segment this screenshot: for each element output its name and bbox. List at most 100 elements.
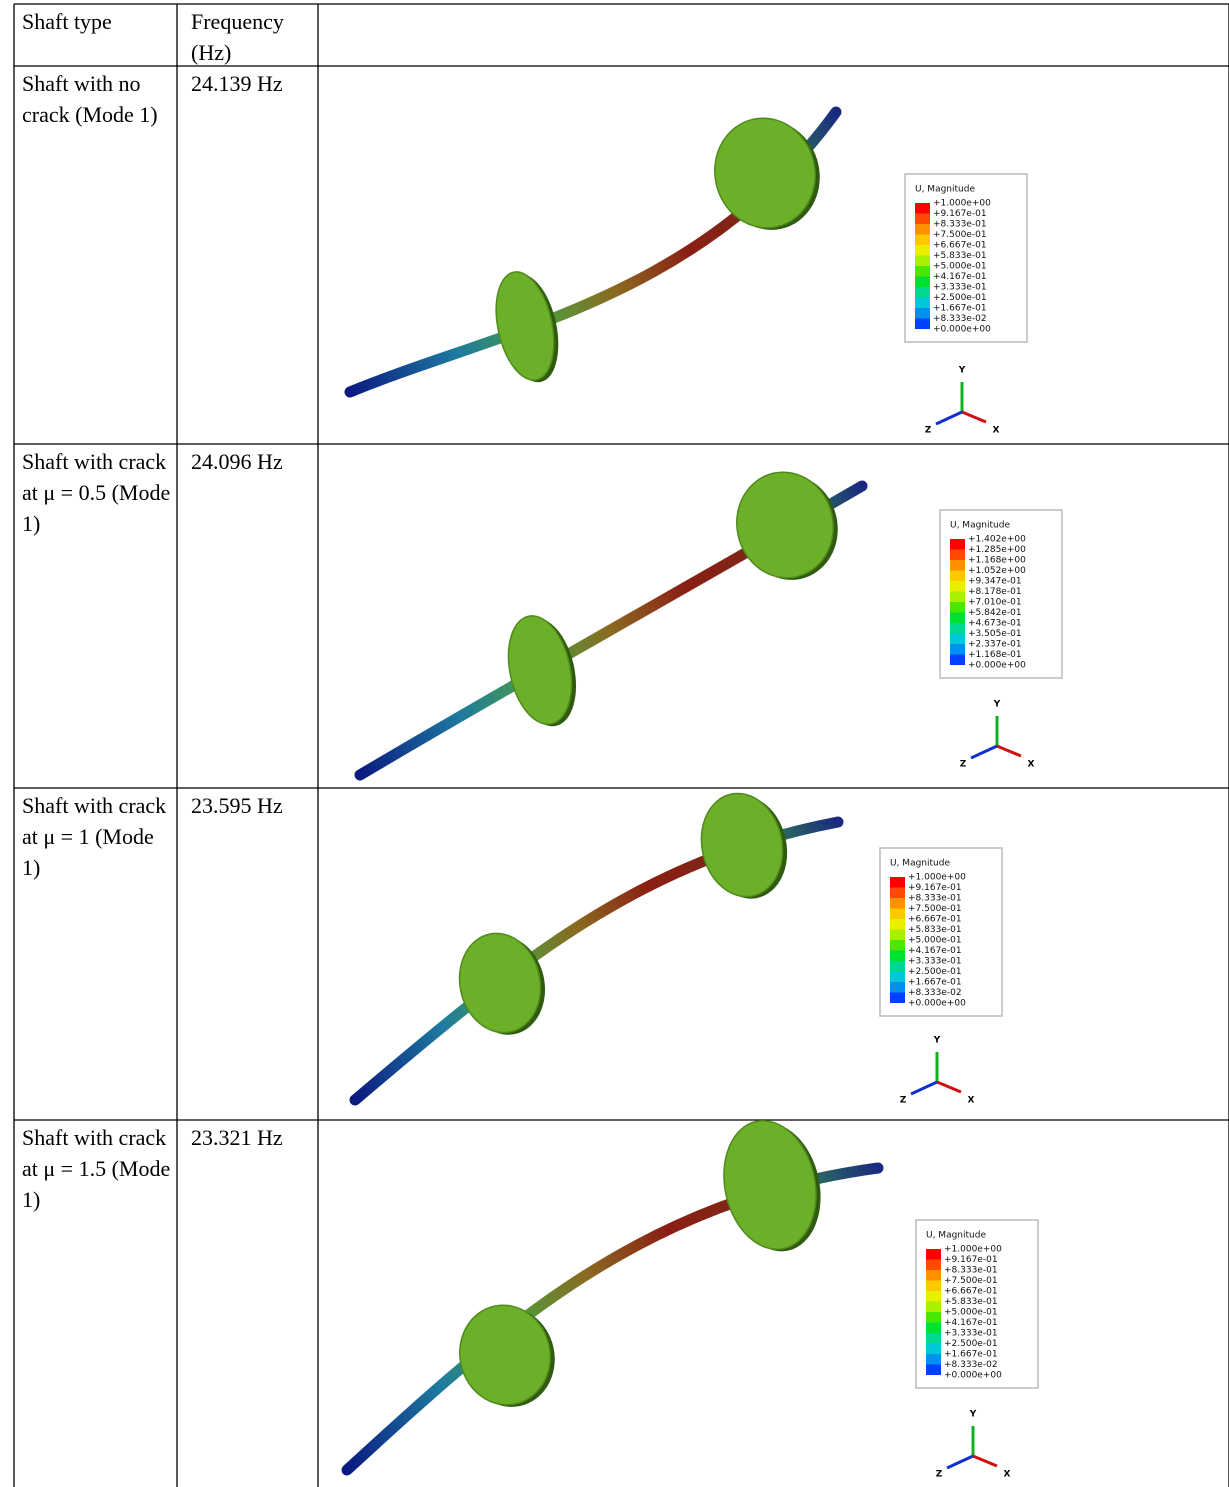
legend-swatch xyxy=(950,655,965,666)
disc xyxy=(450,926,549,1040)
legend-swatch xyxy=(950,571,965,582)
axis-x xyxy=(937,1082,961,1092)
disc xyxy=(705,109,826,237)
table-cell: Shaft with no crack (Mode 1) xyxy=(22,68,172,130)
legend-value: +1.667e-01 xyxy=(944,1350,998,1360)
legend-swatch xyxy=(915,214,930,225)
legend-value: +6.667e-01 xyxy=(933,241,987,251)
legend-swatch xyxy=(926,1365,941,1376)
axis-label: Y xyxy=(933,1036,941,1046)
legend-swatch xyxy=(926,1270,941,1281)
legend-title: U, Magnitude xyxy=(915,185,975,195)
axis-x xyxy=(997,746,1021,756)
legend-swatch xyxy=(926,1260,941,1271)
legend-swatch xyxy=(950,550,965,561)
legend-swatch xyxy=(915,245,930,256)
legend-value: +8.333e-02 xyxy=(944,1360,998,1370)
legend-swatch xyxy=(915,203,930,214)
legend-value: +3.505e-01 xyxy=(968,629,1022,639)
legend-swatch xyxy=(890,993,905,1004)
fe-figure: U, Magnitude+1.000e+00+9.167e-01+8.333e-… xyxy=(350,109,1027,436)
legend-value: +8.178e-01 xyxy=(968,587,1022,597)
legend-value: +1.000e+00 xyxy=(933,199,991,209)
page: U, Magnitude+1.000e+00+9.167e-01+8.333e-… xyxy=(0,0,1229,1487)
fe-figure: U, Magnitude+1.402e+00+1.285e+00+1.168e+… xyxy=(360,463,1062,775)
legend-swatch xyxy=(890,909,905,920)
legend-swatch xyxy=(890,940,905,951)
axis-label: X xyxy=(993,426,1000,436)
axis-label: Z xyxy=(900,1096,907,1106)
legend-value: +4.167e-01 xyxy=(933,272,987,282)
legend-value: +2.337e-01 xyxy=(968,640,1022,650)
legend-swatch xyxy=(926,1333,941,1344)
fe-figure: U, Magnitude+1.000e+00+9.167e-01+8.333e-… xyxy=(347,1112,1038,1479)
legend-swatch xyxy=(915,277,930,288)
legend-swatch xyxy=(926,1354,941,1365)
legend-value: +5.833e-01 xyxy=(933,251,987,261)
axis-x xyxy=(973,1456,997,1466)
legend-title: U, Magnitude xyxy=(926,1231,986,1241)
disc xyxy=(692,786,792,904)
legend-swatch xyxy=(890,972,905,983)
axis-x xyxy=(962,412,986,422)
table-figure: U, Magnitude+1.000e+00+9.167e-01+8.333e-… xyxy=(0,0,1229,1487)
legend-value: +5.842e-01 xyxy=(968,608,1022,618)
axis-label: X xyxy=(1028,760,1035,770)
fe-figure: U, Magnitude+1.000e+00+9.167e-01+8.333e-… xyxy=(355,786,1002,1106)
table-cell: Frequency (Hz) xyxy=(191,6,311,68)
legend: U, Magnitude+1.000e+00+9.167e-01+8.333e-… xyxy=(905,174,1027,342)
table-cell: Shaft type xyxy=(22,6,172,37)
legend-value: +7.010e-01 xyxy=(968,598,1022,608)
legend: U, Magnitude+1.000e+00+9.167e-01+8.333e-… xyxy=(916,1220,1038,1388)
legend-value: +5.000e-01 xyxy=(944,1308,998,1318)
legend-swatch xyxy=(890,930,905,941)
legend-swatch xyxy=(950,592,965,603)
table-cell: 24.096 Hz xyxy=(191,446,311,477)
legend-swatch xyxy=(950,644,965,655)
legend-swatch xyxy=(915,298,930,309)
legend-value: +1.168e+00 xyxy=(968,556,1026,566)
legend-value: +0.000e+00 xyxy=(968,661,1026,671)
legend-value: +3.333e-01 xyxy=(908,957,962,967)
legend-value: +1.052e+00 xyxy=(968,566,1026,576)
legend-swatch xyxy=(890,982,905,993)
legend-swatch xyxy=(915,287,930,298)
legend-title: U, Magnitude xyxy=(950,521,1010,531)
axis-label: Y xyxy=(958,366,966,376)
axis-label: Z xyxy=(960,760,967,770)
legend-swatch xyxy=(926,1249,941,1260)
legend-value: +1.000e+00 xyxy=(944,1245,1002,1255)
legend-value: +2.500e-01 xyxy=(933,293,987,303)
legend-value: +1.402e+00 xyxy=(968,535,1026,545)
legend-value: +8.333e-02 xyxy=(933,314,987,324)
legend-swatch xyxy=(926,1344,941,1355)
legend-swatch xyxy=(915,308,930,319)
legend-swatch xyxy=(890,961,905,972)
legend-value: +4.167e-01 xyxy=(908,946,962,956)
table-cell: Shaft with crack at μ = 0.5 (Mode 1) xyxy=(22,446,172,539)
legend-value: +3.333e-01 xyxy=(933,283,987,293)
legend-swatch xyxy=(926,1323,941,1334)
legend-swatch xyxy=(890,888,905,899)
legend-swatch xyxy=(950,560,965,571)
disc xyxy=(727,463,843,587)
axis-label: Z xyxy=(936,1470,943,1480)
legend-value: +6.667e-01 xyxy=(944,1287,998,1297)
axis-z xyxy=(947,1456,973,1468)
legend-swatch xyxy=(950,613,965,624)
legend-value: +4.167e-01 xyxy=(944,1318,998,1328)
table-cell: Shaft with crack at μ = 1 (Mode 1) xyxy=(22,790,172,883)
legend-value: +8.333e-01 xyxy=(933,220,987,230)
legend-swatch xyxy=(915,224,930,235)
legend-swatch xyxy=(915,266,930,277)
legend-value: +5.833e-01 xyxy=(908,925,962,935)
legend-value: +8.333e-02 xyxy=(908,988,962,998)
axis-label: Z xyxy=(925,426,932,436)
axis-z xyxy=(911,1082,937,1094)
table-cell: Shaft with crack at μ = 1.5 (Mode 1) xyxy=(22,1122,172,1215)
legend-swatch xyxy=(950,539,965,550)
disc xyxy=(712,1112,827,1258)
legend-value: +2.500e-01 xyxy=(908,967,962,977)
legend-swatch xyxy=(890,951,905,962)
legend-value: +5.833e-01 xyxy=(944,1297,998,1307)
